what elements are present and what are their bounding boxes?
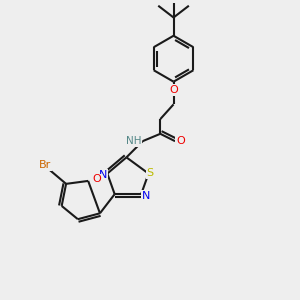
Text: O: O	[93, 174, 101, 184]
Text: O: O	[169, 85, 178, 94]
Text: Br: Br	[39, 160, 52, 170]
Text: S: S	[146, 168, 154, 178]
Text: O: O	[176, 136, 185, 146]
Text: N: N	[99, 170, 107, 180]
Text: NH: NH	[126, 136, 141, 146]
Text: N: N	[141, 190, 150, 201]
